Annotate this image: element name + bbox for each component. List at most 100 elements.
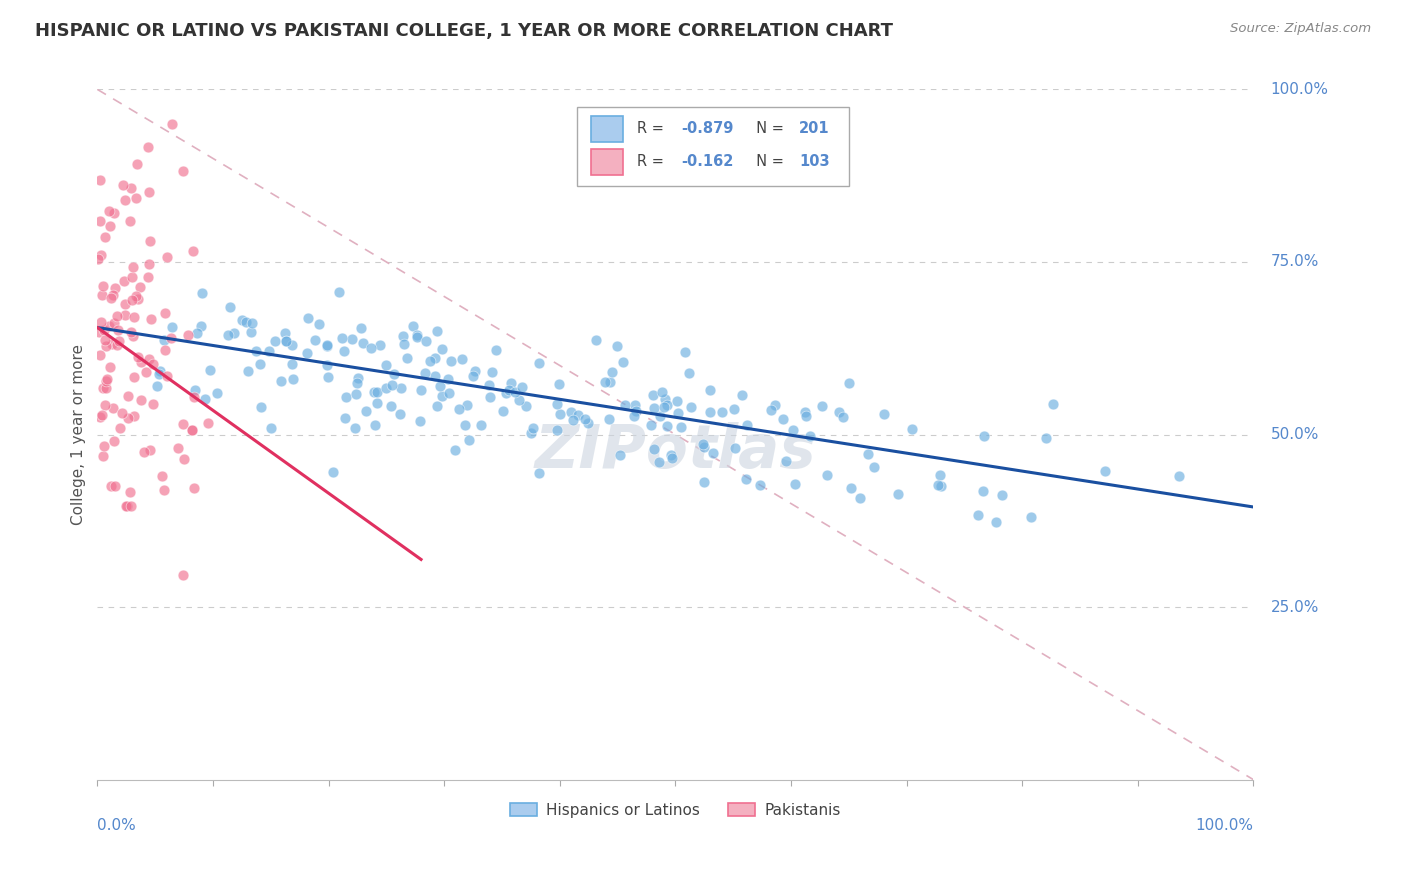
Point: [527, 356, 550, 370]
Point: [138, 257, 160, 271]
Point: [149, 363, 172, 377]
Point: [470, 417, 492, 432]
Point: [692, 436, 714, 450]
Point: [135, 365, 157, 379]
Point: [392, 329, 415, 343]
Point: [426, 325, 449, 339]
Point: [426, 400, 449, 414]
Point: [375, 381, 398, 395]
Point: [91, 279, 114, 293]
Point: [352, 336, 374, 351]
Point: [650, 409, 672, 423]
Point: [136, 140, 159, 154]
Point: [972, 484, 994, 499]
Point: [142, 357, 165, 371]
Point: [112, 274, 135, 288]
Point: [344, 386, 367, 401]
Text: R =: R =: [637, 121, 669, 136]
Point: [231, 313, 253, 327]
Point: [191, 286, 214, 301]
Point: [411, 384, 433, 398]
Point: [91, 288, 114, 302]
Point: [1167, 468, 1189, 483]
Point: [125, 289, 148, 303]
Point: [121, 270, 143, 285]
Point: [153, 343, 176, 357]
Point: [360, 341, 382, 355]
Point: [194, 392, 217, 406]
Point: [363, 384, 385, 399]
Point: [120, 499, 142, 513]
Point: [643, 401, 665, 416]
Point: [495, 386, 517, 401]
Point: [197, 416, 219, 430]
Point: [659, 449, 682, 463]
Point: [184, 383, 207, 397]
Point: [181, 244, 204, 258]
Text: 100.0%: 100.0%: [1271, 82, 1329, 97]
Point: [763, 398, 786, 412]
Point: [478, 378, 501, 392]
Point: [108, 421, 131, 435]
Text: N =: N =: [747, 154, 789, 169]
Point: [347, 370, 370, 384]
Point: [257, 344, 280, 359]
Point: [295, 345, 318, 359]
Point: [405, 328, 427, 343]
Point: [115, 499, 138, 513]
Point: [240, 316, 263, 330]
Point: [108, 334, 131, 348]
Point: [160, 320, 183, 334]
Point: [114, 308, 136, 322]
Point: [560, 404, 582, 418]
Point: [91, 408, 114, 422]
Point: [973, 429, 995, 443]
Point: [276, 334, 298, 348]
Text: 75.0%: 75.0%: [1271, 254, 1319, 269]
Point: [828, 405, 851, 419]
Point: [794, 409, 817, 424]
Point: [858, 447, 880, 461]
Point: [117, 388, 139, 402]
Point: [673, 344, 696, 359]
Point: [153, 333, 176, 347]
Point: [927, 478, 949, 492]
Point: [481, 365, 503, 379]
Point: [173, 452, 195, 467]
Point: [129, 280, 152, 294]
Point: [419, 354, 441, 368]
Point: [181, 423, 204, 437]
Point: [322, 465, 344, 479]
Point: [160, 331, 183, 345]
Point: [498, 383, 520, 397]
Point: [666, 407, 689, 421]
Point: [101, 401, 124, 415]
Point: [112, 178, 135, 192]
Point: [593, 375, 616, 389]
Point: [162, 117, 184, 131]
Point: [89, 348, 111, 362]
Point: [96, 372, 118, 386]
Text: HISPANIC OR LATINO VS PAKISTANI COLLEGE, 1 YEAR OR MORE CORRELATION CHART: HISPANIC OR LATINO VS PAKISTANI COLLEGE,…: [35, 22, 893, 40]
Point: [219, 300, 242, 314]
Point: [693, 440, 716, 454]
Text: 50.0%: 50.0%: [1271, 427, 1319, 442]
Point: [96, 338, 118, 352]
Point: [388, 407, 411, 421]
Point: [413, 366, 436, 380]
Point: [343, 420, 366, 434]
Point: [103, 316, 125, 330]
Point: [775, 453, 797, 467]
Point: [799, 429, 821, 443]
Point: [598, 411, 620, 425]
Point: [522, 421, 544, 435]
Point: [749, 478, 772, 492]
Point: [172, 417, 194, 432]
Point: [297, 311, 319, 326]
Point: [375, 358, 398, 372]
Point: [308, 318, 330, 332]
Point: [873, 407, 896, 421]
Point: [623, 409, 645, 423]
Point: [103, 434, 125, 449]
Point: [693, 475, 716, 489]
